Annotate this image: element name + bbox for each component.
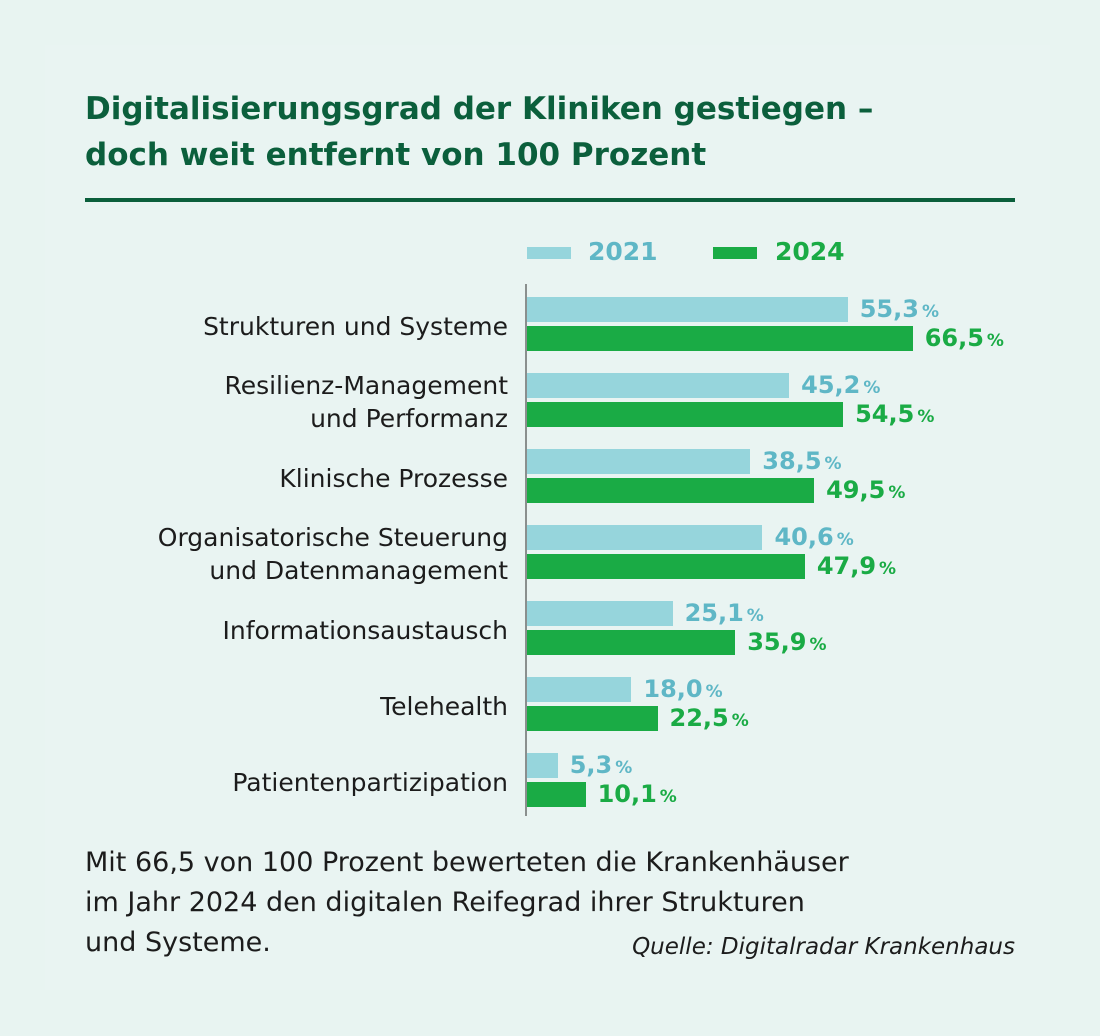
bar-2021 [527, 677, 632, 702]
chart-title: Digitalisierungsgrad der Kliniken gestie… [85, 86, 1015, 178]
value-label-2021: 25,1% [685, 601, 764, 629]
category-label: Resilienz-Management und Performanz [224, 369, 508, 435]
category-label-line: Resilienz-Management [224, 371, 508, 400]
value-label-2021: 38,5% [762, 449, 841, 477]
value-number: 54,5 [855, 400, 915, 428]
infographic-panel [45, 45, 1050, 990]
value-label-2021: 45,2% [801, 373, 880, 401]
legend-label-2024: 2024 [775, 237, 845, 266]
category-label: Klinische Prozesse [279, 462, 508, 495]
value-unit: % [731, 711, 749, 731]
category-label-line: Strukturen und Systeme [203, 311, 508, 341]
value-number: 22,5 [669, 704, 729, 732]
bar-2021 [527, 449, 751, 474]
title-line-1: Digitalisierungsgrad der Kliniken gestie… [85, 91, 874, 127]
category-label-line: Informationsaustausch [222, 615, 508, 645]
value-number: 38,5 [762, 447, 822, 475]
value-number: 45,2 [801, 371, 861, 399]
value-unit: % [836, 530, 854, 550]
caption-line-1: Mit 66,5 von 100 Prozent bewerteten die … [85, 847, 849, 878]
bar-2021 [527, 297, 848, 322]
value-unit: % [879, 559, 897, 579]
value-label-2021: 55,3% [860, 297, 939, 325]
caption-line-3: und Systeme. [85, 927, 271, 958]
value-number: 66,5 [924, 324, 984, 352]
bar-2024 [527, 630, 736, 655]
legend-label-2021: 2021 [588, 237, 658, 266]
category-label: Strukturen und Systeme [203, 310, 508, 343]
value-unit: % [824, 454, 842, 474]
bar-2021 [527, 753, 558, 778]
category-label: Informationsaustausch [222, 614, 508, 647]
bar-2021 [527, 525, 763, 550]
value-label-2024: 47,9% [817, 554, 896, 582]
value-number: 49,5 [826, 476, 886, 504]
category-label: Patientenpartizipation [232, 766, 508, 799]
value-unit: % [705, 682, 723, 702]
value-number: 18,0 [643, 675, 703, 703]
bar-2024 [527, 326, 913, 351]
bar-2024 [527, 782, 586, 807]
value-unit: % [615, 758, 633, 778]
bar-2021 [527, 373, 790, 398]
value-label-2021: 5,3% [570, 753, 633, 781]
category-label-line: und Performanz [310, 404, 508, 433]
value-number: 25,1 [684, 599, 744, 627]
title-divider [85, 198, 1015, 202]
value-unit: % [986, 331, 1004, 351]
bar-2024 [527, 554, 805, 579]
value-label-2024: 35,9% [747, 630, 826, 658]
y-axis-line [525, 284, 527, 816]
category-label-line: Patientenpartizipation [232, 767, 508, 797]
value-number: 35,9 [747, 628, 807, 656]
value-unit: % [659, 787, 677, 807]
category-label-line: Klinische Prozesse [279, 463, 508, 493]
legend-swatch-2024 [713, 247, 757, 259]
bar-2024 [527, 478, 815, 503]
value-label-2024: 49,5% [826, 478, 905, 506]
source-note: Quelle: Digitalradar Krankenhaus [632, 934, 1015, 960]
value-number: 47,9 [816, 552, 877, 580]
category-label: Telehealth [380, 690, 508, 723]
value-unit: % [888, 483, 906, 503]
chart-caption: Mit 66,5 von 100 Prozent bewerteten die … [85, 843, 1025, 963]
value-label-2024: 66,5% [925, 326, 1004, 354]
value-unit: % [917, 407, 935, 427]
value-number: 40,6 [774, 523, 834, 551]
value-unit: % [863, 378, 881, 398]
category-label-line: und Datenmanagement [209, 556, 508, 585]
value-unit: % [921, 302, 939, 322]
legend-swatch-2021 [527, 247, 571, 259]
value-label-2024: 54,5% [855, 402, 934, 430]
value-label-2024: 22,5% [670, 706, 749, 734]
category-label-line: Organisatorische Steuerung [157, 523, 508, 552]
value-number: 5,3 [569, 751, 613, 779]
value-label-2021: 18,0% [643, 677, 722, 705]
value-number: 55,3 [859, 295, 919, 323]
value-unit: % [809, 635, 827, 655]
bar-2021 [527, 601, 673, 626]
bar-2024 [527, 402, 844, 427]
title-line-2: doch weit entfernt von 100 Prozent [85, 137, 707, 173]
category-label: Organisatorische Steuerung und Datenmanag… [158, 521, 508, 587]
value-unit: % [746, 606, 764, 626]
value-label-2024: 10,1% [598, 782, 677, 810]
category-label-line: Telehealth [380, 691, 508, 721]
bar-2024 [527, 706, 658, 731]
value-number: 10,1 [597, 780, 657, 808]
caption-line-2: im Jahr 2024 den digitalen Reifegrad ihr… [85, 887, 805, 918]
value-label-2021: 40,6% [774, 525, 853, 553]
